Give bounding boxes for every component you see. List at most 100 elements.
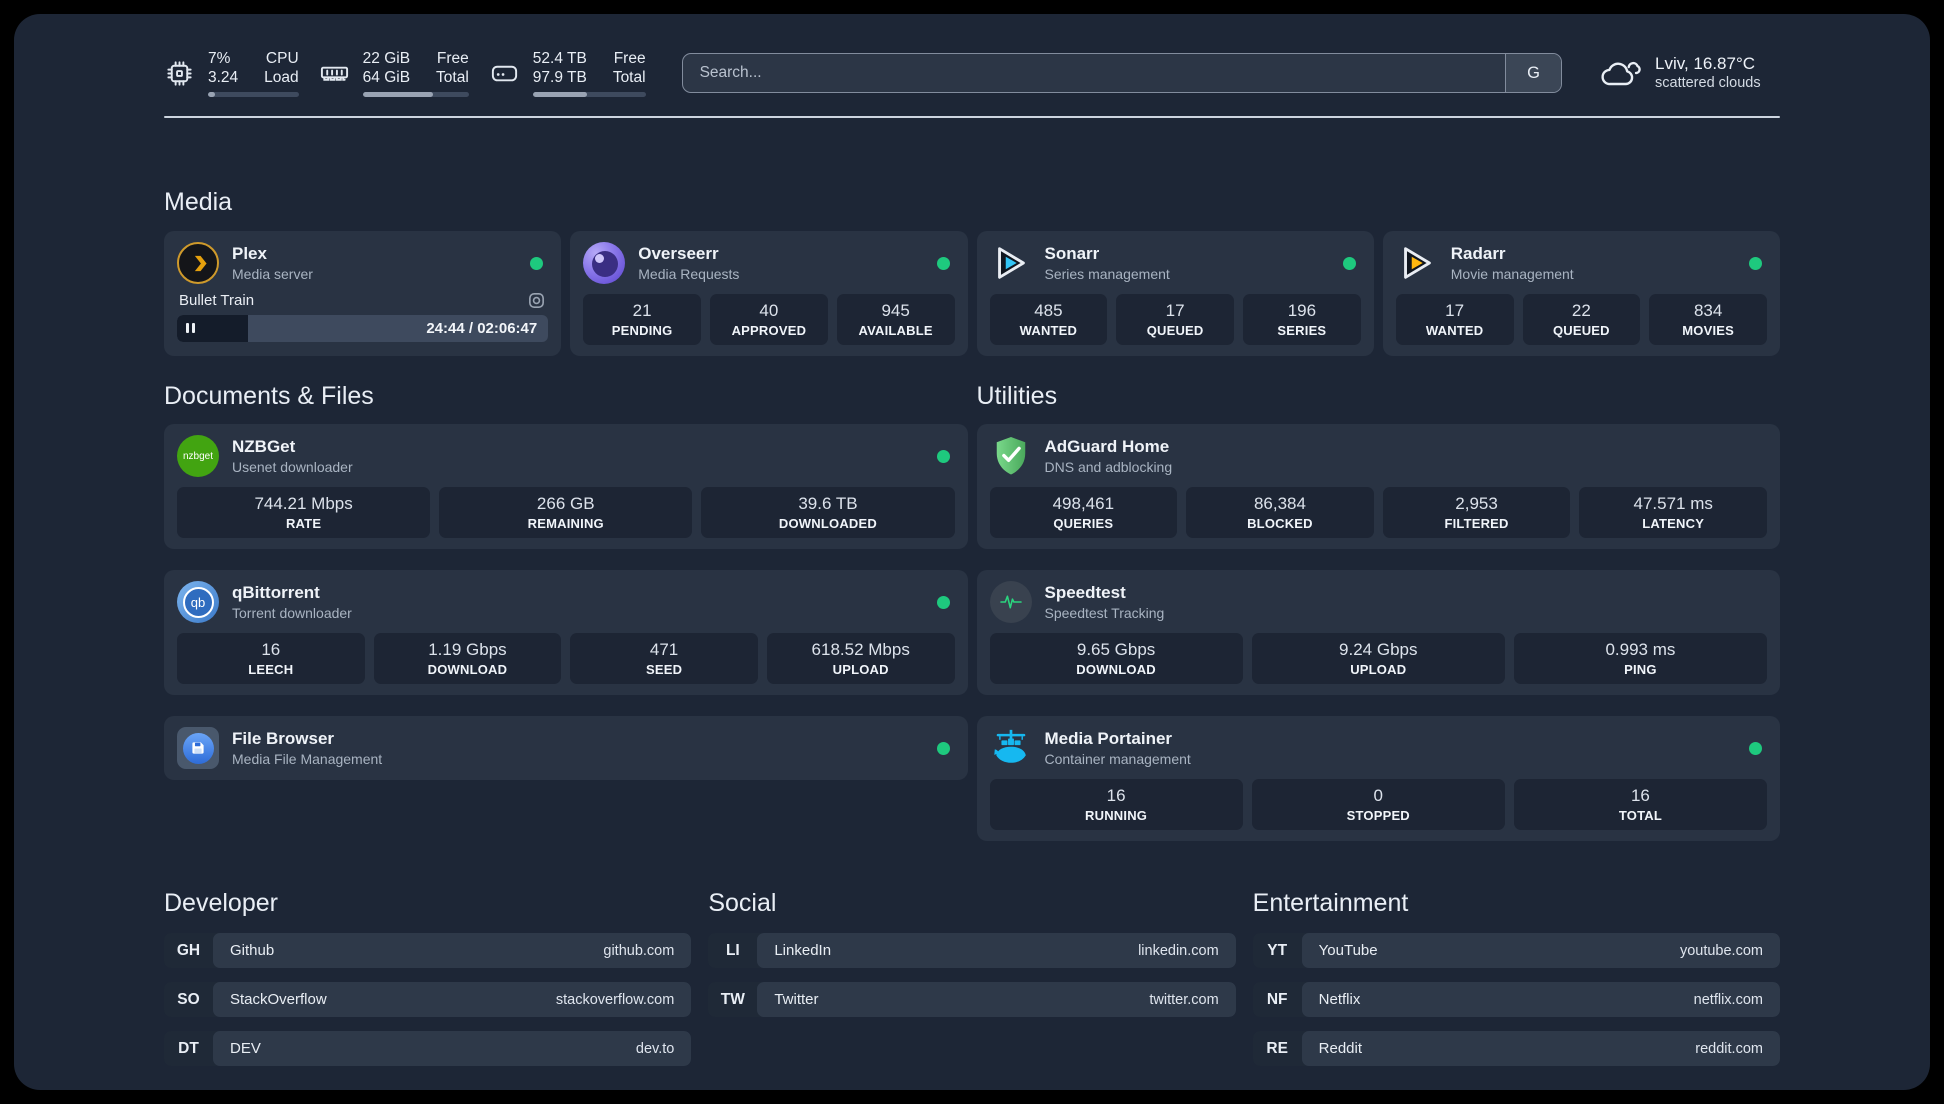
- cpu-chip-icon: [167, 60, 192, 86]
- status-online-dot: [936, 741, 950, 755]
- memory-stat-widget: 22 GiB Free 64 GiB Total: [319, 49, 469, 97]
- top-bar: 7% CPU 3.24 Load 22 GiB: [164, 44, 1780, 102]
- media-cards-row: Plex Media server Bullet Train: [164, 231, 1780, 356]
- app-name: File Browser: [232, 729, 335, 748]
- app-description: Series management: [1044, 266, 1170, 282]
- search-engine-button[interactable]: G: [1505, 54, 1561, 92]
- app-description: DNS and adblocking: [1044, 459, 1173, 475]
- memory-progress-bar: [362, 92, 469, 97]
- app-description: Media File Management: [232, 751, 383, 767]
- pause-icon[interactable]: [186, 320, 197, 338]
- stat-tile-ping: 0.993 ms PING: [1513, 633, 1768, 684]
- adguard-icon: [990, 435, 1032, 477]
- entertainment-bookmarks: Entertainment YT YouTube youtube.com NF N…: [1252, 889, 1780, 1080]
- status-online-dot: [1749, 256, 1762, 270]
- memory-total-label: Total: [436, 69, 469, 86]
- player-time: 24:44 / 02:06:47: [426, 320, 538, 337]
- app-card-speedtest[interactable]: Speedtest Speedtest Tracking 9.65 Gbps DO…: [976, 570, 1780, 695]
- plex-icon: [177, 242, 219, 284]
- status-online-dot: [936, 449, 950, 463]
- stackoverflow-icon: SO: [177, 990, 200, 1008]
- bookmark-reddit[interactable]: RE Reddit reddit.com: [1252, 1031, 1780, 1066]
- app-card-filebrowser[interactable]: File Browser Media File Management: [164, 716, 968, 780]
- section-title-documents: Documents & Files: [164, 382, 374, 410]
- app-card-plex[interactable]: Plex Media server Bullet Train: [164, 231, 562, 356]
- weather-widget: Lviv, 16.87°C scattered clouds: [1598, 53, 1780, 93]
- documents-column: Documents & Files nzbget NZBGet Usenet d…: [164, 382, 968, 841]
- utilities-column: Utilities AdGuard Home: [976, 382, 1780, 841]
- app-description: Container management: [1044, 751, 1191, 767]
- app-name: Speedtest: [1044, 583, 1126, 602]
- app-name: Plex: [232, 244, 267, 263]
- sonarr-icon: [990, 242, 1032, 284]
- ram-icon: [320, 66, 348, 81]
- bookmark-github[interactable]: GH Github github.com: [164, 933, 692, 968]
- app-description: Torrent downloader: [232, 605, 352, 621]
- app-card-adguard[interactable]: AdGuard Home DNS and adblocking 498,461 Q…: [976, 424, 1780, 549]
- app-card-nzbget[interactable]: nzbget NZBGet Usenet downloader 744.21 M…: [164, 424, 968, 549]
- bookmark-twitter[interactable]: TW Twitter twitter.com: [708, 982, 1236, 1017]
- stat-tile-pending: 21 PENDING: [583, 294, 701, 345]
- stat-tile-queued: 17 QUEUED: [1116, 294, 1234, 345]
- stat-tile-upload: 9.24 Gbps UPLOAD: [1251, 633, 1505, 684]
- stat-tile-latency: 47.571 ms LATENCY: [1579, 487, 1767, 538]
- social-bookmarks: Social LI LinkedIn linkedin.com TW Twitte…: [708, 889, 1236, 1080]
- app-card-sonarr[interactable]: Sonarr Series management 485 WANTED 17 QUE…: [976, 231, 1374, 356]
- section-title-entertainment: Entertainment: [1252, 889, 1409, 917]
- app-description: Usenet downloader: [232, 459, 353, 475]
- stat-tile-upload: 618.52 Mbps UPLOAD: [766, 633, 955, 684]
- plex-now-playing-widget: Bullet Train 24:44 / 02:06:47: [177, 291, 549, 342]
- app-name: qBittorrent: [232, 583, 320, 602]
- linkedin-icon: LI: [725, 941, 740, 959]
- stat-tile-movies: 834 MOVIES: [1649, 294, 1767, 345]
- player-settings-icon[interactable]: [527, 291, 546, 310]
- stat-tile-seed: 471 SEED: [570, 633, 758, 684]
- memory-free-value: 22 GiB: [362, 50, 411, 67]
- app-card-overseerr[interactable]: Overseerr Media Requests 21 PENDING 40 APP…: [570, 231, 968, 356]
- status-online-dot: [936, 595, 950, 609]
- stat-tile-downloaded: 39.6 TB DOWNLOADED: [701, 487, 955, 538]
- stat-tile-running: 16 RUNNING: [989, 779, 1243, 830]
- bookmark-linkedin[interactable]: LI LinkedIn linkedin.com: [708, 933, 1236, 968]
- player-progress-bar[interactable]: 24:44 / 02:06:47: [177, 315, 549, 342]
- stat-tile-queued: 22 QUEUED: [1522, 294, 1641, 345]
- netflix-icon: NF: [1266, 990, 1288, 1008]
- cpu-label: CPU: [265, 50, 299, 67]
- stat-tile-approved: 40 APPROVED: [710, 294, 828, 345]
- bookmark-youtube[interactable]: YT YouTube youtube.com: [1252, 933, 1780, 968]
- bookmark-netflix[interactable]: NF Netflix netflix.com: [1252, 982, 1780, 1017]
- section-title-utilities: Utilities: [976, 382, 1058, 410]
- stat-tile-series: 196 SERIES: [1243, 294, 1361, 345]
- speedtest-icon: [989, 581, 1032, 623]
- bookmark-stackoverflow[interactable]: SO StackOverflow stackoverflow.com: [164, 982, 692, 1017]
- portainer-icon: [990, 727, 1032, 769]
- dev-to-icon: DT: [178, 1039, 199, 1057]
- stat-tile-blocked: 86,384 BLOCKED: [1186, 487, 1374, 538]
- app-card-radarr[interactable]: Radarr Movie management 17 WANTED 22 QUEUE…: [1382, 231, 1780, 356]
- app-description: Movie management: [1450, 266, 1574, 282]
- app-card-qbittorrent[interactable]: qb qBittorrent Torrent downloader 16 LEEC…: [164, 570, 968, 695]
- app-card-portainer[interactable]: Media Portainer Container management 16 R…: [976, 716, 1780, 841]
- weather-condition: scattered clouds: [1655, 75, 1761, 91]
- reddit-icon: RE: [1266, 1039, 1288, 1057]
- storage-progress-bar: [532, 92, 646, 97]
- memory-free-label: Free: [436, 50, 469, 67]
- search-input[interactable]: [682, 54, 1505, 92]
- memory-total-value: 64 GiB: [362, 69, 411, 86]
- cpu-stat-widget: 7% CPU 3.24 Load: [164, 49, 299, 97]
- stat-tile-wanted: 17 WANTED: [1395, 294, 1514, 345]
- stat-tile-total: 16 TOTAL: [1513, 779, 1768, 830]
- stat-tile-wanted: 485 WANTED: [989, 294, 1108, 345]
- stat-tile-filtered: 2,953 FILTERED: [1382, 487, 1571, 538]
- status-online-dot: [1342, 256, 1356, 270]
- header-divider: [164, 116, 1780, 118]
- cpu-load-value: 3.24: [208, 69, 239, 86]
- section-title-developer: Developer: [164, 889, 278, 917]
- app-name: Radarr: [1450, 244, 1506, 263]
- radarr-icon: [1396, 242, 1438, 284]
- app-description: Media server: [232, 266, 313, 282]
- stat-tile-queries: 498,461 QUERIES: [989, 487, 1178, 538]
- search-bar: G: [681, 53, 1562, 93]
- bookmark-dev-to[interactable]: DT DEV dev.to: [164, 1031, 692, 1066]
- scattered-clouds-icon: [1601, 61, 1641, 86]
